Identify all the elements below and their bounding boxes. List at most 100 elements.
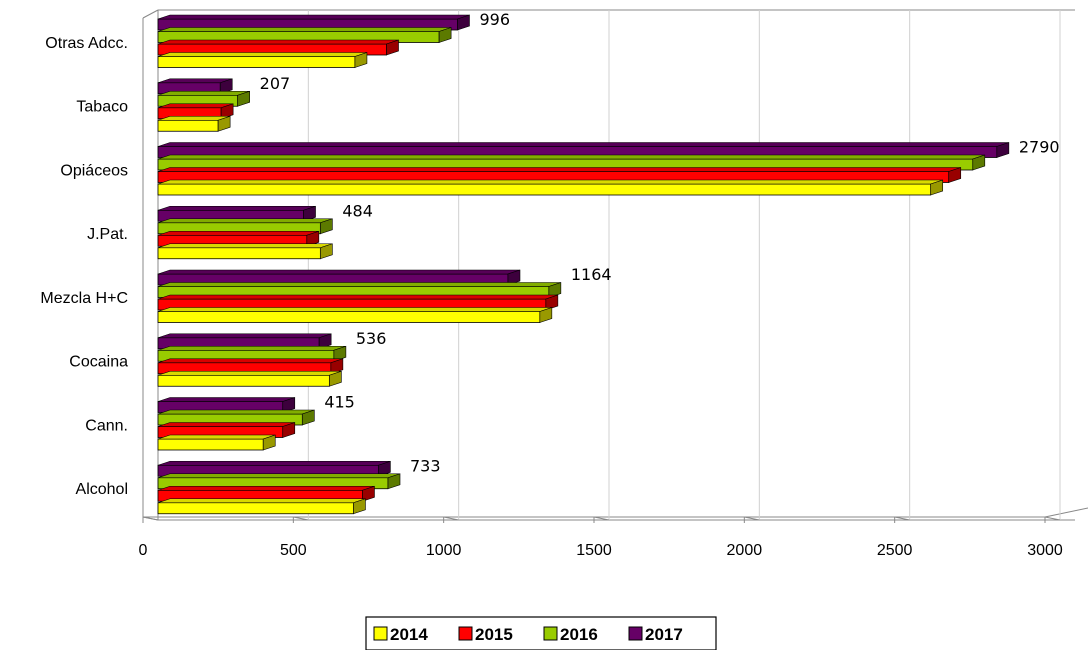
bar xyxy=(157,307,553,323)
bar-end xyxy=(378,460,391,477)
bar-top xyxy=(157,154,985,160)
legend-label: 2015 xyxy=(475,625,513,644)
bar xyxy=(157,90,250,107)
bar xyxy=(157,167,962,183)
bar-top xyxy=(157,307,552,312)
data-label: 2790 xyxy=(1019,138,1060,157)
bar-top xyxy=(157,282,561,287)
legend-swatch xyxy=(373,626,388,641)
bar-top xyxy=(157,52,368,57)
bar-end xyxy=(333,345,347,362)
bar xyxy=(157,230,320,247)
bar xyxy=(157,103,234,120)
bar-end xyxy=(354,52,368,68)
bar-front xyxy=(157,56,356,68)
bar-end xyxy=(457,14,470,31)
category-label: Alcohol xyxy=(76,481,128,498)
legend-label: 2017 xyxy=(645,625,683,644)
bar-top xyxy=(157,14,470,20)
floor-grid-line xyxy=(1044,516,1061,521)
category-label: J.Pat. xyxy=(87,226,128,243)
bar-end xyxy=(320,243,333,260)
bar-top xyxy=(157,103,234,109)
floor-grid-line xyxy=(443,516,459,521)
legend-box xyxy=(365,616,717,650)
bar-front xyxy=(157,438,264,451)
category-label: Opiáceos xyxy=(60,162,128,179)
legend-swatch xyxy=(543,626,558,641)
bar xyxy=(157,358,344,375)
bar-top xyxy=(157,167,961,172)
bar-end xyxy=(438,27,452,43)
bar xyxy=(157,498,366,515)
x-tick-label: 0 xyxy=(139,542,148,559)
bar-end xyxy=(329,370,342,387)
bar-end xyxy=(996,142,1010,158)
floor-grid-line xyxy=(894,516,910,521)
data-label: 207 xyxy=(260,74,291,93)
bar xyxy=(157,179,944,196)
bar xyxy=(157,154,986,171)
bar-end xyxy=(545,294,559,311)
bar xyxy=(157,460,391,477)
bar-end xyxy=(217,115,231,132)
bar xyxy=(157,52,368,68)
bar xyxy=(157,78,233,95)
category-label: Otras Adcc. xyxy=(45,35,128,52)
bar xyxy=(157,485,375,502)
data-labels: 996 207 2790 484 1164 536 415 733 xyxy=(260,10,1060,475)
bar-end xyxy=(930,179,944,196)
bar-top xyxy=(157,460,391,466)
bar-end xyxy=(237,90,250,107)
bar-top xyxy=(157,27,452,32)
side-wall-top xyxy=(142,9,159,19)
data-label: 415 xyxy=(324,393,355,412)
bar-front xyxy=(157,374,330,387)
floor-edge-right xyxy=(1044,507,1088,518)
legend-label: 2014 xyxy=(390,625,428,644)
bar-front xyxy=(157,119,219,132)
bar xyxy=(157,269,521,286)
category-labels: Otras Adcc. Tabaco Opiáceos J.Pat. Mezcla H+… xyxy=(40,35,128,498)
bar-end xyxy=(320,218,333,235)
bar-front xyxy=(157,502,354,515)
bar xyxy=(157,422,296,438)
bar-top xyxy=(157,294,558,300)
bar-top xyxy=(157,434,276,440)
floor-grid-line xyxy=(142,516,159,521)
bar-front xyxy=(157,183,932,196)
bar xyxy=(157,115,231,132)
bar-top xyxy=(157,485,375,491)
bar xyxy=(157,434,276,451)
bars xyxy=(157,14,1010,515)
floor-grid-line xyxy=(593,516,610,521)
bar xyxy=(157,370,342,387)
bar xyxy=(157,142,1010,158)
bar-end xyxy=(306,230,320,247)
bar xyxy=(157,39,399,56)
bar-end xyxy=(362,485,375,502)
x-tick-label: 3000 xyxy=(1027,542,1063,559)
legend: 2014 2015 2016 2017 xyxy=(365,616,717,650)
category-label: Cann. xyxy=(85,417,128,434)
x-tick-label: 2500 xyxy=(877,542,913,559)
bar-top xyxy=(157,333,332,339)
bar-top xyxy=(157,422,295,427)
bar xyxy=(157,218,333,235)
legend-swatch xyxy=(628,626,643,641)
bar-end xyxy=(262,434,276,451)
bar xyxy=(157,294,559,311)
x-tick-label: 1000 xyxy=(426,542,462,559)
floor-grid-line xyxy=(744,516,760,521)
data-label: 1164 xyxy=(571,265,612,284)
bar-top xyxy=(157,370,342,376)
data-label: 536 xyxy=(356,329,387,348)
grid-lines xyxy=(142,10,1061,523)
bar-top xyxy=(157,498,366,504)
bar-front xyxy=(157,247,321,260)
bar-top xyxy=(157,269,521,275)
data-label: 484 xyxy=(342,201,373,220)
data-label: 733 xyxy=(410,456,441,475)
bar-end xyxy=(507,269,521,286)
